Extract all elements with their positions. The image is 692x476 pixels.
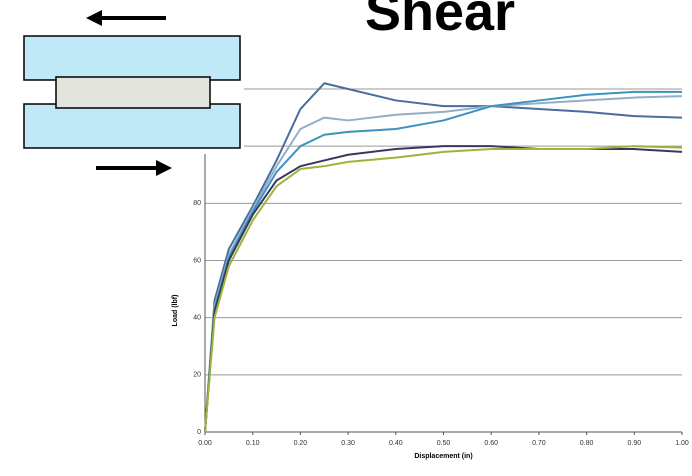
plot-area: 0204060801001200.000.100.200.300.400.500… bbox=[172, 82, 689, 460]
x-tick-label: 0.00 bbox=[198, 440, 212, 447]
y-axis-label: Load (lbf) bbox=[172, 295, 179, 327]
y-tick-label: 60 bbox=[193, 257, 201, 264]
series-line bbox=[204, 145, 683, 433]
x-tick-label: 0.50 bbox=[437, 440, 451, 447]
x-tick-label: 0.30 bbox=[341, 440, 355, 447]
y-tick-label: 80 bbox=[193, 200, 201, 207]
series-line bbox=[204, 145, 683, 433]
x-tick-label: 0.80 bbox=[580, 440, 594, 447]
y-tick-label: 40 bbox=[193, 315, 201, 322]
x-tick-label: 0.90 bbox=[627, 440, 641, 447]
arrow-right-head bbox=[156, 160, 172, 176]
x-tick-label: 0.10 bbox=[246, 440, 260, 447]
series-line bbox=[204, 82, 683, 433]
series-line bbox=[204, 90, 682, 433]
x-tick-label: 1.00 bbox=[675, 440, 689, 447]
specimen bbox=[55, 76, 211, 109]
series-line bbox=[204, 95, 683, 433]
y-tick-label: 0 bbox=[197, 429, 201, 436]
x-tick-label: 0.60 bbox=[484, 440, 498, 447]
x-tick-label: 0.20 bbox=[294, 440, 308, 447]
x-tick-label: 0.70 bbox=[532, 440, 546, 447]
y-tick-label: 20 bbox=[193, 372, 201, 379]
shear-diagram bbox=[18, 10, 244, 176]
x-axis-label: Displacement (in) bbox=[414, 453, 472, 460]
slide-title: Shear bbox=[365, 0, 515, 42]
x-tick-label: 0.40 bbox=[389, 440, 403, 447]
lower-plate bbox=[23, 103, 241, 149]
arrow-left-head bbox=[86, 10, 102, 26]
upper-plate bbox=[23, 35, 241, 81]
